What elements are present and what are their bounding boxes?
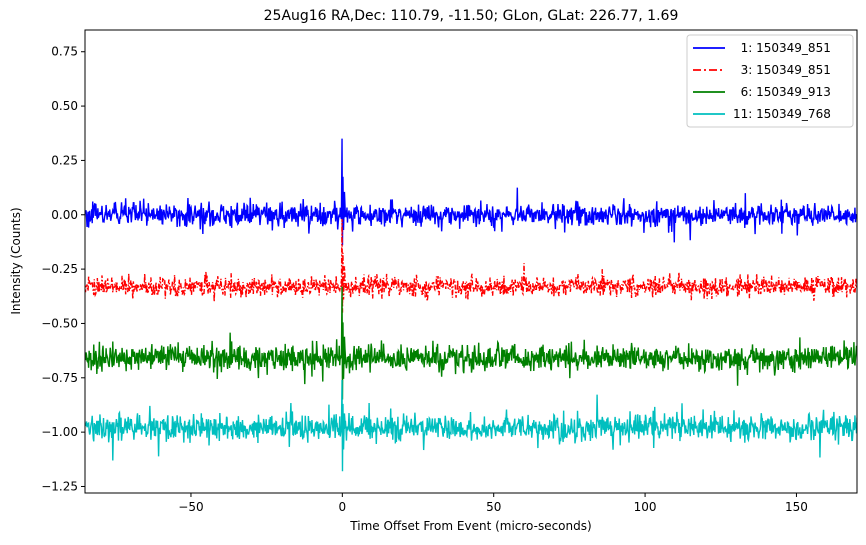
x-tick-label: 50 [486,500,501,514]
x-tick-label: 150 [785,500,808,514]
chart-title: 25Aug16 RA,Dec: 110.79, -11.50; GLon, GL… [264,8,679,24]
legend-label-6: 6: 150349_913 [733,85,831,99]
series-line [85,286,857,400]
legend-label-3: 3: 150349_851 [733,63,831,77]
y-axis-label: Intensity (Counts) [9,207,23,314]
y-tick-label: −0.75 [41,371,78,385]
x-axis: −50 0 50 100 150 [178,493,808,514]
series-line [85,219,857,313]
legend-frame [686,34,854,128]
series-line [85,379,857,472]
y-tick-label: −0.25 [41,262,78,276]
legend-label-11: 11: 150349_768 [733,107,831,121]
x-tick-label: −50 [178,500,203,514]
series-line [85,138,857,246]
x-tick-label: 100 [634,500,657,514]
legend: 1: 150349_851 3: 150349_851 6: 150349_91… [686,34,854,128]
x-axis-label: Time Offset From Event (micro-seconds) [349,519,591,533]
legend-label-1: 1: 150349_851 [733,41,831,55]
y-tick-label: −1.25 [41,479,78,493]
x-tick-label: 0 [339,500,347,514]
y-tick-label: −1.00 [41,425,78,439]
y-tick-label: 0.75 [51,45,78,59]
y-tick-label: 0.00 [51,208,78,222]
y-axis: 0.75 0.50 0.25 0.00 −0.25 −0.50 −0.75 −1.00 −1.2… [41,45,85,493]
series-layer [85,138,857,472]
y-tick-label: 0.50 [51,99,78,113]
y-tick-label: 0.25 [51,153,78,167]
y-tick-label: −0.50 [41,316,78,330]
plot-frame [84,29,858,494]
